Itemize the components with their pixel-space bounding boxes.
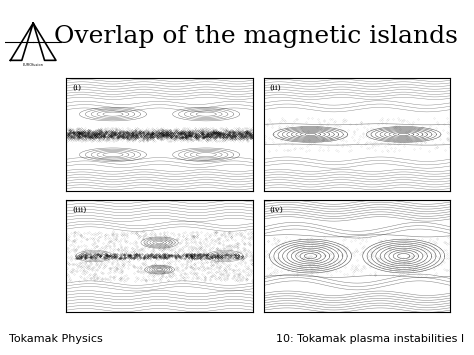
Text: (iv): (iv)	[270, 206, 283, 213]
Text: Overlap of the magnetic islands: Overlap of the magnetic islands	[54, 25, 458, 48]
Text: (ii): (ii)	[270, 84, 281, 92]
Text: (iii): (iii)	[72, 206, 86, 213]
Text: Tokamak Physics: Tokamak Physics	[9, 334, 103, 344]
Text: (i): (i)	[72, 84, 81, 92]
Text: EUROfusion: EUROfusion	[23, 63, 44, 67]
Text: 10: Tokamak plasma instabilities I: 10: Tokamak plasma instabilities I	[276, 334, 465, 344]
